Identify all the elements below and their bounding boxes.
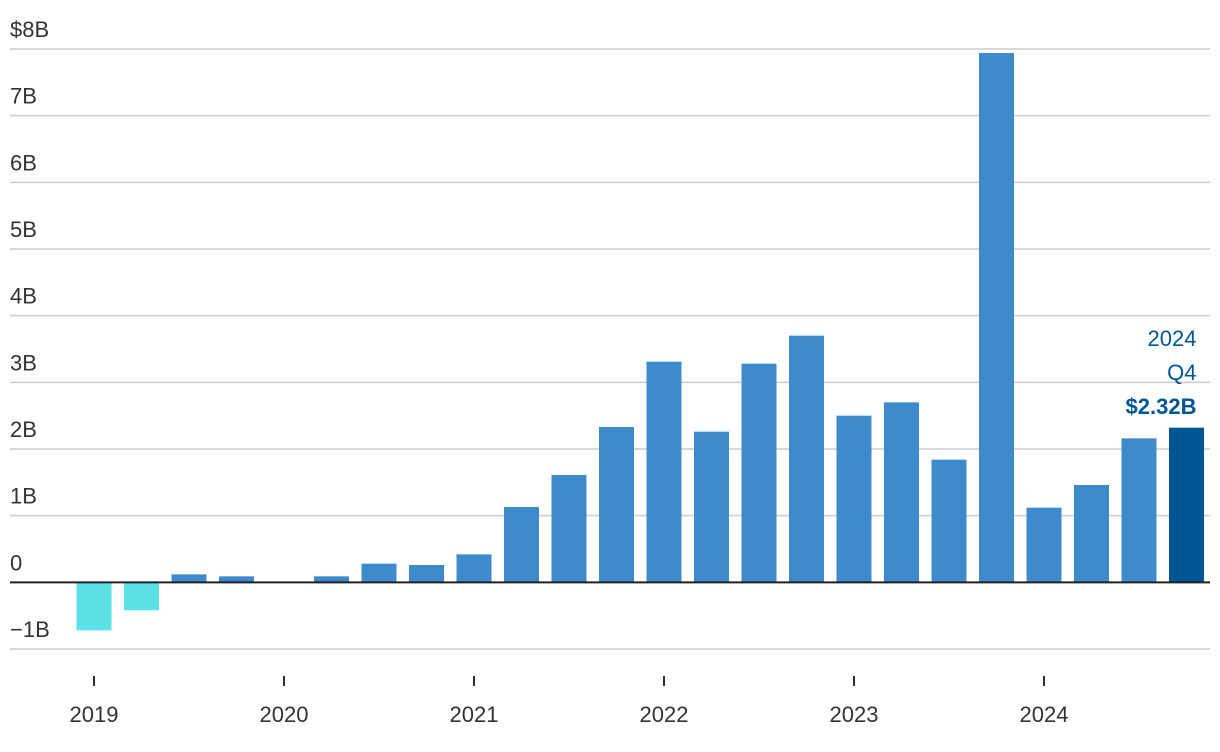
y-tick-label: 3B bbox=[10, 350, 37, 375]
y-tick-label: 2B bbox=[10, 417, 37, 442]
y-tick-label: 5B bbox=[10, 217, 37, 242]
x-tick-label: 2019 bbox=[70, 702, 119, 727]
bar bbox=[551, 475, 587, 583]
y-tick-label: 7B bbox=[10, 84, 37, 109]
bar bbox=[979, 53, 1014, 583]
bar bbox=[741, 363, 777, 583]
bar bbox=[219, 576, 254, 583]
bar bbox=[1026, 507, 1062, 583]
bar bbox=[646, 361, 682, 583]
bar bbox=[124, 582, 159, 611]
y-tick-label: 0 bbox=[10, 550, 22, 575]
annotation: Q4 bbox=[1167, 360, 1196, 385]
bar bbox=[789, 335, 824, 583]
bar bbox=[314, 576, 349, 583]
bar bbox=[504, 507, 539, 583]
bar bbox=[171, 574, 207, 583]
x-tick-label: 2024 bbox=[1020, 702, 1069, 727]
y-tick-label: $8B bbox=[10, 17, 49, 42]
bar bbox=[76, 582, 112, 631]
bar bbox=[836, 415, 872, 583]
bar bbox=[931, 459, 967, 583]
y-tick-label: −1B bbox=[10, 617, 50, 642]
bar bbox=[1074, 485, 1109, 583]
x-tick-label: 2022 bbox=[640, 702, 689, 727]
x-tick-label: 2021 bbox=[450, 702, 499, 727]
y-tick-label: 6B bbox=[10, 150, 37, 175]
y-tick-label: 4B bbox=[10, 284, 37, 309]
annotation: 2024 bbox=[1148, 326, 1197, 351]
value-label: $2.32B bbox=[1126, 394, 1197, 419]
bar bbox=[599, 427, 634, 583]
bar bbox=[884, 402, 919, 583]
bar bbox=[1121, 438, 1157, 583]
bar bbox=[456, 554, 492, 583]
y-tick-label: 1B bbox=[10, 484, 37, 509]
bar bbox=[409, 565, 444, 583]
bar bbox=[1169, 427, 1204, 583]
bar bbox=[361, 563, 397, 583]
x-tick-label: 2020 bbox=[260, 702, 309, 727]
bar bbox=[694, 431, 729, 583]
x-tick-label: 2023 bbox=[830, 702, 879, 727]
